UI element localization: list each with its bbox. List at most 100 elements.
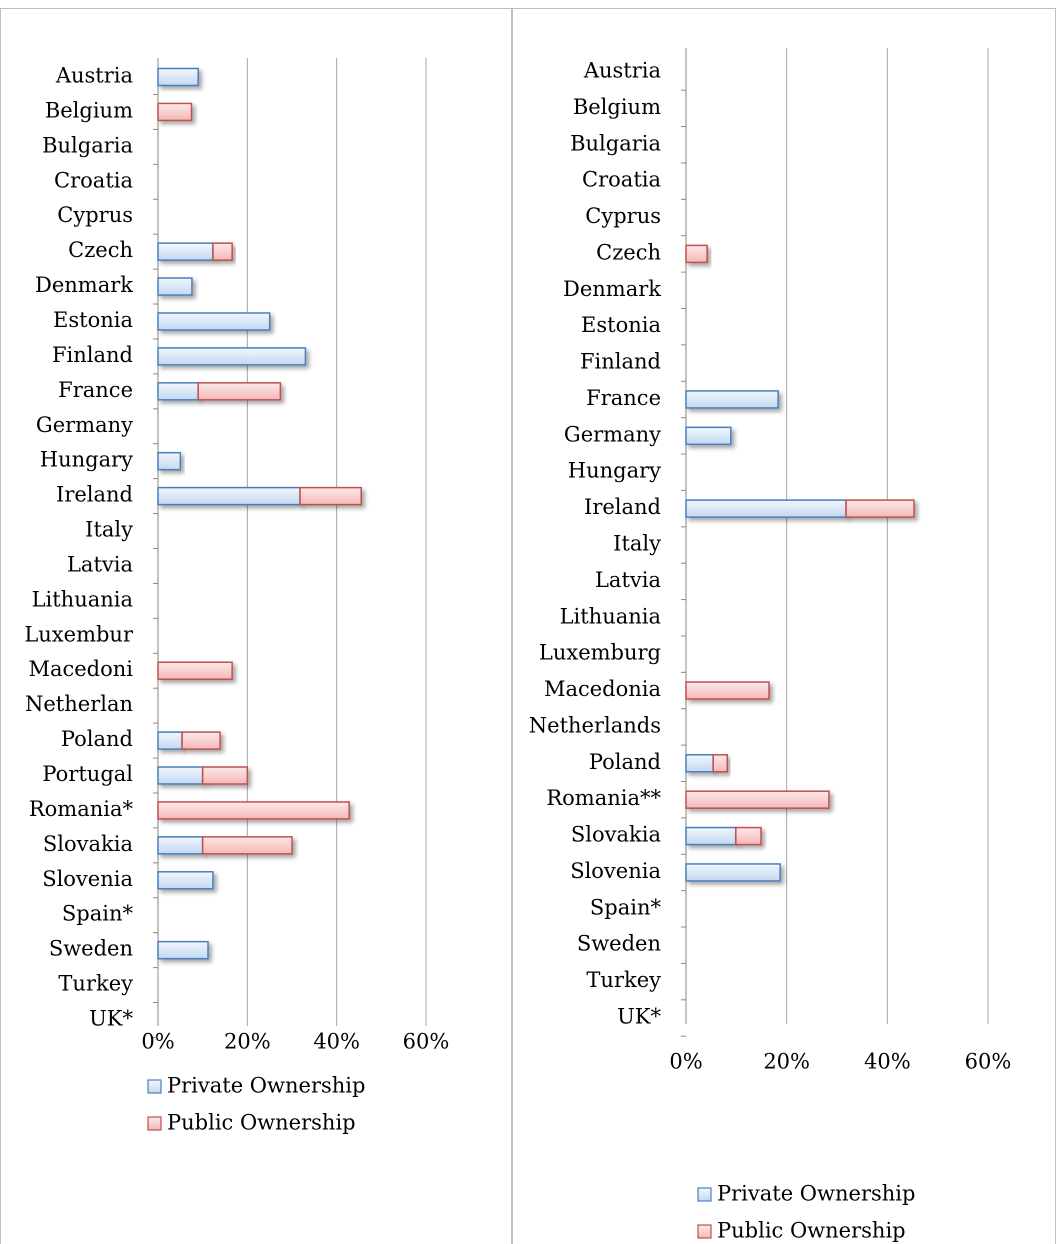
y-tick-label: Ireland	[56, 483, 133, 507]
bar	[712, 754, 729, 773]
y-tick-label: Denmark	[563, 277, 661, 301]
y-tick-label: Belgium	[45, 98, 133, 122]
y-tick-label: Italy	[85, 518, 133, 542]
bar	[157, 347, 307, 366]
y-tick-label: Luxembur	[24, 622, 134, 646]
bar	[685, 790, 830, 809]
bar	[685, 754, 714, 773]
bar	[685, 390, 779, 409]
y-tick-label: Finland	[52, 343, 133, 367]
bar	[157, 451, 182, 471]
bar	[685, 426, 732, 446]
bar	[685, 681, 770, 700]
y-tick-label: Czech	[596, 240, 661, 264]
y-tick-label: Croatia	[582, 168, 661, 192]
bar	[157, 871, 214, 890]
y-tick-label: Belgium	[573, 95, 661, 119]
x-tick-label: 20%	[224, 1030, 271, 1054]
bar	[157, 801, 350, 820]
legend-label: Public Ownership	[717, 1219, 906, 1243]
bar	[157, 940, 209, 960]
y-tick-label: Slovenia	[570, 859, 661, 883]
y-tick-label: Estonia	[581, 313, 661, 337]
bar	[685, 826, 737, 846]
legend-swatch	[147, 1079, 162, 1094]
y-tick-label: France	[58, 378, 133, 402]
y-tick-label: Netherlan	[25, 692, 133, 716]
bar	[845, 499, 915, 518]
bar	[157, 312, 271, 331]
y-tick-label: Italy	[613, 532, 661, 556]
bar	[201, 766, 249, 785]
y-tick-label: Hungary	[40, 448, 133, 472]
bar	[685, 863, 781, 882]
x-tick-label: 60%	[965, 1050, 1012, 1074]
legend-label: Private Ownership	[717, 1182, 915, 1206]
bar	[157, 67, 199, 87]
bar	[157, 731, 183, 750]
y-tick-label: France	[586, 386, 661, 410]
y-tick-label: Croatia	[54, 168, 133, 192]
x-tick-label: 20%	[763, 1050, 810, 1074]
panel-border	[0, 8, 512, 1244]
bar	[685, 499, 847, 518]
y-tick-label: Turkey	[58, 972, 133, 996]
y-tick-label: Spain*	[590, 895, 662, 919]
bar	[197, 382, 282, 401]
y-tick-label: Macedonia	[544, 677, 661, 701]
y-tick-label: Hungary	[568, 459, 661, 483]
x-tick-label: 60%	[403, 1030, 450, 1054]
legend-swatch	[697, 1224, 712, 1239]
bar	[157, 766, 204, 785]
y-tick-label: Macedoni	[28, 657, 133, 681]
bar	[685, 244, 708, 264]
y-tick-label: Finland	[580, 350, 661, 374]
legend-swatch	[147, 1116, 162, 1131]
x-tick-label: 0%	[669, 1050, 702, 1074]
y-tick-label: Lithuania	[32, 587, 133, 611]
y-tick-label: Romania**	[546, 786, 661, 810]
y-tick-label: Poland	[589, 750, 661, 774]
bar	[157, 277, 193, 296]
bar	[157, 242, 214, 261]
y-tick-label: Germany	[564, 422, 661, 446]
bar	[157, 486, 301, 506]
y-tick-label: Slovakia	[571, 823, 661, 847]
y-tick-label: Turkey	[586, 968, 661, 992]
x-tick-label: 0%	[141, 1030, 174, 1054]
y-tick-label: Sweden	[49, 937, 133, 961]
y-tick-label: Cyprus	[585, 204, 661, 228]
y-tick-label: UK*	[617, 1005, 661, 1029]
y-tick-label: Slovakia	[43, 832, 133, 856]
bar	[157, 661, 233, 680]
y-tick-label: Austria	[55, 64, 133, 88]
y-tick-label: Germany	[36, 413, 133, 437]
y-tick-label: Poland	[61, 727, 133, 751]
legend-swatch	[697, 1187, 712, 1202]
x-tick-label: 40%	[313, 1030, 360, 1054]
legend-label: Public Ownership	[167, 1111, 356, 1135]
y-tick-label: Latvia	[595, 568, 661, 592]
y-tick-label: Romania*	[29, 797, 134, 821]
y-tick-label: Denmark	[35, 273, 133, 297]
y-tick-label: Slovenia	[42, 867, 133, 891]
bar	[157, 836, 204, 855]
y-tick-label: Estonia	[53, 308, 133, 332]
bar	[181, 731, 221, 750]
y-tick-label: Latvia	[67, 552, 133, 576]
y-tick-label: Netherlands	[529, 713, 661, 737]
y-tick-label: Austria	[583, 59, 661, 83]
y-tick-label: UK*	[89, 1007, 133, 1031]
bar	[735, 826, 762, 846]
legend-label: Private Ownership	[167, 1074, 365, 1098]
y-tick-label: Lithuania	[560, 604, 661, 628]
y-tick-label: Bulgaria	[570, 131, 661, 155]
y-tick-label: Ireland	[584, 495, 661, 519]
x-tick-label: 40%	[864, 1050, 911, 1074]
bar	[157, 382, 199, 401]
y-tick-label: Portugal	[42, 762, 133, 786]
bar	[212, 242, 233, 261]
bar	[157, 102, 193, 122]
y-tick-label: Luxemburg	[539, 641, 661, 665]
